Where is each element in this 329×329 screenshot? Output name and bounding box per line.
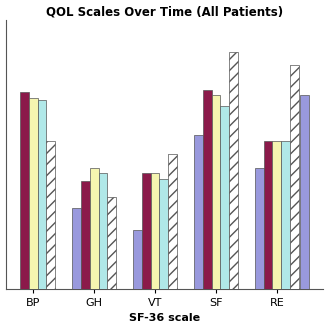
- Bar: [281, 141, 290, 289]
- Bar: [255, 168, 264, 289]
- Bar: [290, 65, 299, 289]
- Bar: [90, 168, 98, 289]
- Bar: [72, 208, 81, 289]
- Bar: [212, 95, 220, 289]
- Bar: [29, 98, 38, 289]
- Bar: [220, 106, 229, 289]
- X-axis label: SF-36 scale: SF-36 scale: [129, 314, 200, 323]
- Bar: [151, 173, 160, 289]
- Bar: [81, 181, 90, 289]
- Bar: [98, 173, 107, 289]
- Bar: [20, 92, 29, 289]
- Bar: [300, 95, 309, 289]
- Bar: [142, 173, 151, 289]
- Bar: [160, 179, 168, 289]
- Bar: [194, 136, 203, 289]
- Bar: [272, 141, 281, 289]
- Bar: [133, 230, 142, 289]
- Title: QOL Scales Over Time (All Patients): QOL Scales Over Time (All Patients): [46, 6, 283, 18]
- Bar: [229, 52, 238, 289]
- Bar: [203, 90, 212, 289]
- Bar: [264, 141, 272, 289]
- Bar: [38, 100, 46, 289]
- Bar: [107, 197, 116, 289]
- Bar: [46, 141, 55, 289]
- Bar: [168, 154, 177, 289]
